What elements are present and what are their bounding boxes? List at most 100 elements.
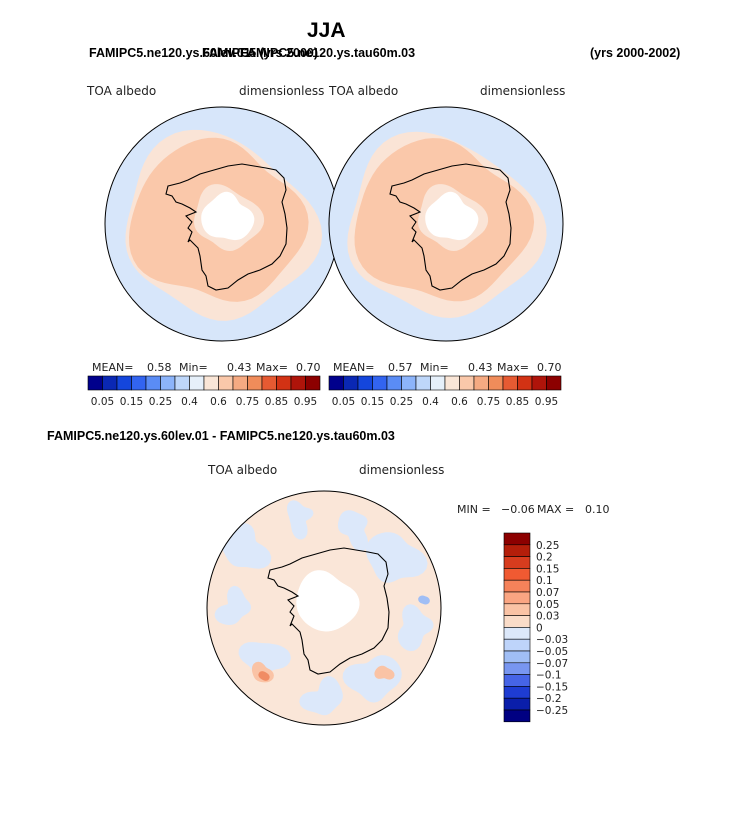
colorbar-tick-label: 0.15 xyxy=(120,396,143,408)
colorbar-swatch xyxy=(502,375,518,391)
missing-data-pole xyxy=(201,191,255,241)
colorbar-swatch xyxy=(546,375,562,391)
colorbar-swatch xyxy=(343,375,359,391)
panel3-min-value: −0.06 xyxy=(501,503,535,516)
colorbar-swatch xyxy=(174,375,190,391)
colorbar-swatch xyxy=(102,375,118,391)
colorbar-swatch xyxy=(372,375,388,391)
antarctica-coastline xyxy=(165,163,288,291)
antarctica-coastline xyxy=(267,547,390,675)
diff-negative-area xyxy=(299,676,343,716)
colorbar-tick-label: 0.6 xyxy=(451,396,468,408)
colorbar-swatch xyxy=(503,709,531,723)
panel1-variable: TOA albedo xyxy=(87,84,157,98)
colorbar-swatch xyxy=(503,603,531,616)
colorbar-tick-label: 0.75 xyxy=(236,396,259,408)
diff-negative-area xyxy=(365,532,428,583)
missing-data-pole xyxy=(296,570,360,632)
panel1-max-label: Max= xyxy=(256,361,288,374)
diff-negative-area xyxy=(342,655,402,703)
colorbar-swatch xyxy=(503,662,531,675)
albedo-map-case1 xyxy=(104,106,340,342)
colorbar-swatch xyxy=(503,627,531,640)
colorbar-swatch xyxy=(189,375,205,391)
colorbar-tick-label: 0.85 xyxy=(506,396,529,408)
panel1-min-label: Min= xyxy=(179,361,208,374)
panel3-max-label: MAX = xyxy=(537,503,575,516)
colorbar-swatch xyxy=(261,375,277,391)
colorbar-swatch xyxy=(116,375,132,391)
colorbar-swatch xyxy=(386,375,402,391)
colorbar-tick-label: −0.03 xyxy=(536,634,568,646)
colorbar-swatch xyxy=(531,375,547,391)
panel1-min-value: 0.43 xyxy=(227,361,252,374)
colorbar-swatch xyxy=(203,375,219,391)
diff-negative-area xyxy=(337,510,368,552)
diff-negative-spot xyxy=(418,595,430,605)
figure-title: JJA xyxy=(307,19,346,42)
panel2-units: dimensionless xyxy=(480,84,566,98)
colorbar-tick-label: 0.1 xyxy=(536,575,553,587)
colorbar-tick-label: 0.15 xyxy=(536,563,559,575)
colorbar-swatch xyxy=(444,375,460,391)
missing-data-pole xyxy=(425,191,479,241)
colorbar-tick-label: 0.75 xyxy=(477,396,500,408)
panel3-units: dimensionless xyxy=(359,463,445,477)
panel1-mean-label: MEAN= xyxy=(92,361,134,374)
colorbar-tick-label: 0.03 xyxy=(536,611,559,623)
colorbar-difference: 0.250.20.150.10.070.050.030−0.03−0.05−0.… xyxy=(503,532,568,723)
diff-negative-area xyxy=(238,642,291,679)
panel2-max-label: Max= xyxy=(497,361,529,374)
colorbar-tick-label: 0.95 xyxy=(535,396,558,408)
colorbar-tick-label: 0.25 xyxy=(536,540,559,552)
colorbar-swatch xyxy=(503,650,531,664)
colorbar-tick-label: 0.05 xyxy=(536,599,559,611)
colorbar-tick-label: 0.25 xyxy=(149,396,172,408)
colorbar-tick-label: −0.05 xyxy=(536,646,568,658)
colorbar-tick-label: −0.15 xyxy=(536,681,568,693)
colorbar-swatch xyxy=(503,686,531,699)
colorbar-tick-label: 0.95 xyxy=(294,396,317,408)
colorbar-swatch xyxy=(401,375,417,391)
colorbar-swatch xyxy=(473,375,489,391)
map-field xyxy=(329,107,563,341)
map-field xyxy=(105,107,339,341)
colorbar-tick-label: −0.07 xyxy=(536,658,568,670)
panel2-min-value: 0.43 xyxy=(468,361,493,374)
colorbar-tick-label: 0.05 xyxy=(91,396,114,408)
colorbar-tick-label: 0 xyxy=(536,622,543,634)
colorbar-tick-label: 0.6 xyxy=(210,396,227,408)
colorbar-tick-label: 0.15 xyxy=(361,396,384,408)
diff-negative-area xyxy=(214,585,252,625)
case-years-left: FAMIPC5 (yrs 2000) xyxy=(202,46,319,60)
colorbar-swatch xyxy=(247,375,263,391)
colorbar-swatch xyxy=(305,375,321,391)
colorbar-tick-label: −0.2 xyxy=(536,693,562,705)
panel1-units: dimensionless xyxy=(239,84,325,98)
colorbar-swatch xyxy=(517,375,533,391)
panel3-max-value: 0.10 xyxy=(585,503,610,516)
panel2-min-label: Min= xyxy=(420,361,449,374)
map-boundary xyxy=(328,106,564,342)
colorbar-swatch xyxy=(145,375,161,391)
colorbar-tick-label: 0.07 xyxy=(536,587,559,599)
diff-positive-peak xyxy=(258,671,270,681)
colorbar-tick-label: 0.2 xyxy=(536,552,553,564)
panel2-max-value: 0.70 xyxy=(537,361,562,374)
difference-title: FAMIPC5.ne120.ys.60lev.01 - FAMIPC5.ne12… xyxy=(47,429,395,443)
diff-negative-area xyxy=(397,604,434,652)
colorbar-swatch xyxy=(160,375,176,391)
colorbar-swatch xyxy=(459,375,475,391)
case-name-right: FAMIPC5.ne120.ys.tau60m.03 xyxy=(240,46,416,60)
colorbar-tick-label: 0.4 xyxy=(181,396,198,408)
colorbar-swatch xyxy=(503,579,531,593)
colorbar-swatch xyxy=(357,375,373,391)
colorbar-swatch xyxy=(503,556,531,569)
colorbar-tick-label: 0.25 xyxy=(390,396,413,408)
colorbar-tick-label: −0.25 xyxy=(536,705,568,717)
diff-positive-area xyxy=(374,665,395,680)
antarctica-coastline xyxy=(389,163,512,291)
colorbar-swatch xyxy=(131,375,147,391)
panel1-mean-value: 0.58 xyxy=(147,361,172,374)
colorbar-swatch xyxy=(503,697,531,711)
